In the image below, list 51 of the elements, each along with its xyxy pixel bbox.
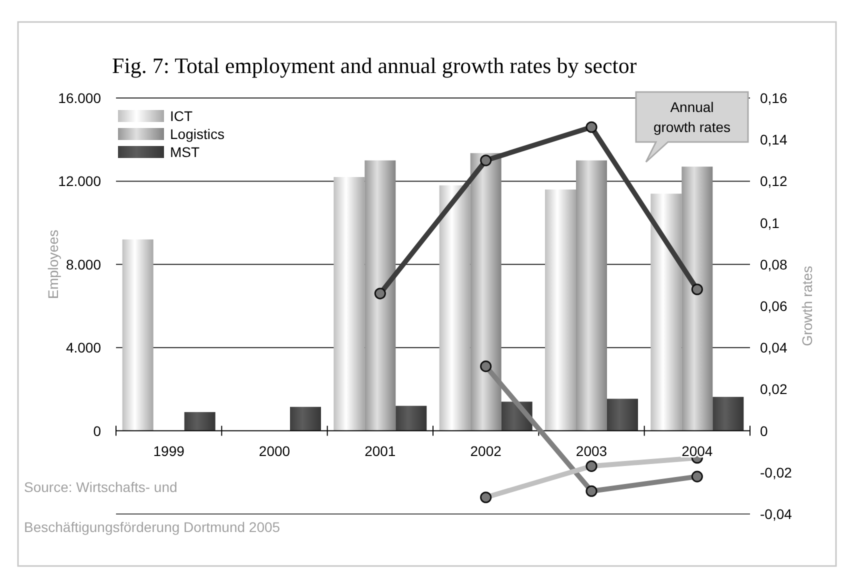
- legend-label: MST: [170, 144, 200, 160]
- x-tick-label: 2003: [576, 442, 608, 459]
- bar: [396, 406, 427, 431]
- y-tick-label: 16.000: [58, 90, 102, 106]
- point: [586, 121, 598, 133]
- x-tick-label: 2000: [258, 442, 290, 459]
- bar: [439, 185, 470, 431]
- y2-tick-label: 0,06: [760, 298, 788, 314]
- point: [374, 288, 386, 300]
- bar: [576, 160, 607, 431]
- legend-label: ICT: [170, 108, 193, 124]
- point: [691, 470, 703, 482]
- y2-tick-label: 0,08: [760, 256, 788, 272]
- y-tick-label: 0: [93, 422, 102, 439]
- annotation: Annual growth rates: [653, 99, 731, 135]
- text: Source: Wirtschafts- und Beschäftigungsförderung Dortmund 2005: [24, 479, 280, 535]
- y2-tick-label: 0,02: [760, 381, 788, 398]
- y2-tick-label: -0,04: [760, 506, 792, 522]
- bar: [607, 398, 638, 431]
- y2-tick-label: 0,04: [760, 340, 788, 356]
- y-tick-label: 12.000: [58, 173, 102, 190]
- point: [586, 485, 598, 497]
- x-tick-label: 2001: [364, 442, 396, 459]
- bar: [470, 153, 502, 431]
- y2-tick-label: -0,02: [760, 464, 792, 480]
- y2-tick-label: 0: [760, 422, 768, 439]
- bar: [650, 194, 682, 431]
- y2-tick-label: 0,16: [760, 90, 788, 106]
- y2-axis-title: Growth rates: [799, 266, 815, 346]
- bar: [122, 239, 154, 431]
- y2-tick-label: 0,14: [760, 132, 788, 148]
- y-axis-title: Employees: [45, 230, 61, 300]
- point: [691, 284, 703, 296]
- bar: [334, 177, 365, 431]
- y-tick-label: 8.000: [66, 256, 102, 272]
- bar: [712, 396, 744, 431]
- x-tick-label: 2004: [682, 442, 713, 459]
- point: [480, 154, 492, 166]
- bar: [364, 160, 396, 431]
- point: [480, 360, 492, 372]
- chart-title: Fig. 7: Total employment and annual growth rates by sector: [112, 53, 638, 78]
- x-tick-label: 1999: [153, 442, 185, 459]
- y-tick-label: 4.000: [66, 340, 102, 356]
- bar: [682, 166, 713, 431]
- bar: [184, 412, 216, 431]
- bar: [290, 406, 321, 431]
- y2-tick-label: 0,12: [760, 173, 788, 190]
- bar: [545, 190, 576, 431]
- legend-label: Logistics: [170, 126, 224, 142]
- x-tick-label: 2002: [470, 442, 502, 459]
- y2-tick-label: 0,1: [760, 214, 780, 231]
